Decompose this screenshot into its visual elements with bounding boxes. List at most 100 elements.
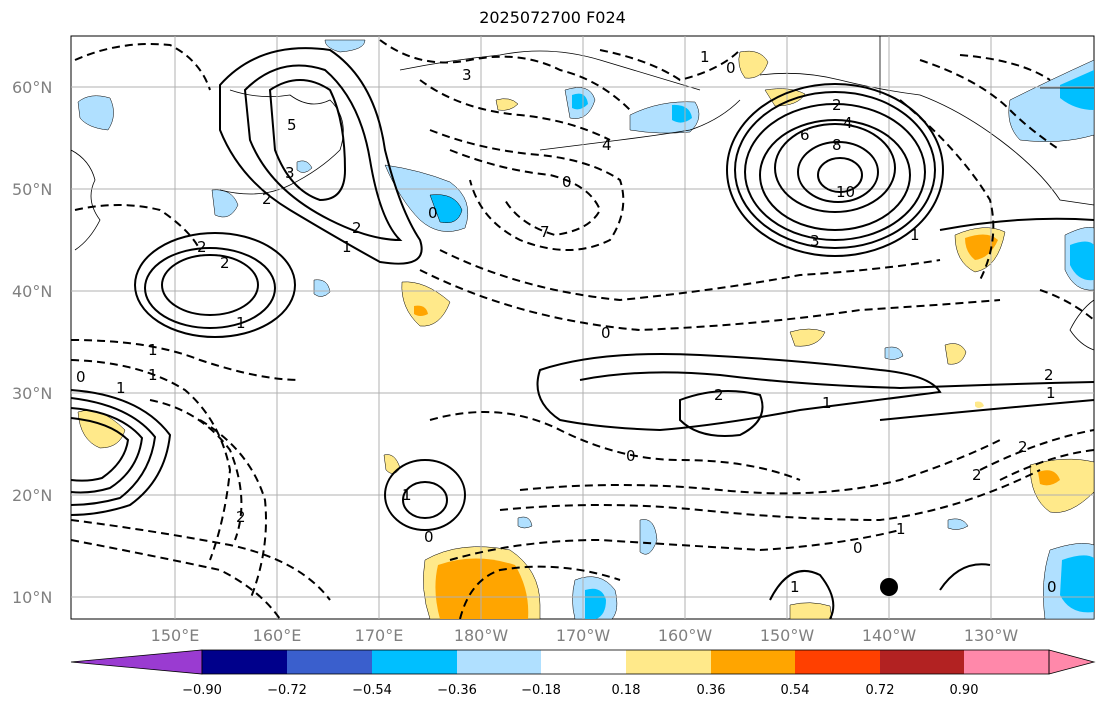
contour-dashed-6: [439, 249, 941, 302]
contour-label: 2: [197, 238, 207, 256]
lon-label: 130°W: [963, 626, 1019, 645]
colorbar-tick-label: −0.54: [352, 683, 392, 698]
contour-label: 0: [424, 528, 434, 546]
contour-label: 2: [972, 466, 982, 484]
lon-label: 160°E: [252, 626, 302, 645]
lat-label: 60°N: [12, 78, 53, 97]
contour-label: 10: [836, 183, 855, 201]
contour-e1: [939, 217, 1094, 231]
colorbar-bin: [287, 650, 372, 674]
solid-contours: [71, 47, 1094, 619]
contour-mid-4: [879, 399, 1094, 421]
contour-dashed-18: [459, 565, 621, 619]
colorbar-bin: [711, 650, 795, 674]
contour-north-2: [243, 64, 403, 242]
negative-shade: [517, 516, 533, 529]
colorbar-tick-label: 0.54: [780, 683, 810, 698]
contour-label: 1: [402, 486, 412, 504]
contour-west-2: [134, 232, 296, 338]
contour-dashed-19: [979, 429, 1094, 471]
lon-label: 140°W: [861, 626, 917, 645]
contour-west-1: [144, 247, 276, 329]
contour-high-3: [734, 91, 936, 249]
contour-high-5: [797, 141, 879, 203]
map-title: 2025072700 F024: [479, 8, 626, 27]
contour-label: 2: [262, 190, 272, 208]
contour-label: 1: [700, 48, 710, 66]
contour-se-2: [939, 563, 991, 591]
contour-dashed-3: [419, 79, 611, 141]
contour-label: 2: [714, 386, 724, 404]
negative-shade-strong: [1060, 70, 1094, 110]
contour-label: 1: [236, 314, 246, 332]
contour-label: 1: [116, 379, 126, 397]
colorbar-bin: [964, 650, 1049, 674]
negative-shade-strong: [585, 588, 606, 619]
contour-label: 8: [832, 136, 842, 154]
coastline: [399, 50, 701, 91]
negative-shade-strong: [672, 104, 692, 123]
contour-label: 2: [220, 254, 230, 272]
positive-shade: [975, 401, 984, 408]
contour-dashed-25: [74, 204, 201, 251]
colorbar-tick-label: −0.18: [521, 683, 561, 698]
colorbar: [70, 649, 1096, 675]
contour-label: 2: [352, 219, 362, 237]
contour-label: 4: [602, 136, 612, 154]
contour-label: 1: [148, 366, 158, 384]
negative-shade: [313, 279, 331, 297]
colorbar-extend-low: [70, 649, 203, 675]
contour-label: 6: [800, 126, 810, 144]
contour-label: 0: [1047, 578, 1057, 596]
lon-label: 150°W: [759, 626, 815, 645]
contour-dashed-12: [71, 519, 331, 601]
colorbar-bin: [202, 650, 287, 674]
lat-label: 20°N: [12, 486, 53, 505]
colorbar-outline: [201, 649, 1050, 675]
contour-label: 3: [462, 66, 472, 84]
contour-high-6: [817, 157, 863, 193]
contour-label: 0: [726, 59, 736, 77]
contour-label: 2: [832, 96, 842, 114]
contour-north-3: [268, 79, 347, 202]
contour-dashed-10: [149, 399, 243, 541]
positive-shade: [738, 50, 769, 79]
contour-dashed-26: [1039, 289, 1094, 321]
contour-label: 0: [626, 447, 636, 465]
negative-shade: [639, 519, 658, 555]
positive-shade-strong: [1038, 470, 1060, 486]
positive-shade: [495, 98, 519, 111]
contour-dashed-8: [71, 339, 301, 381]
positive-shade: [789, 328, 826, 347]
contour-label: 1: [342, 238, 352, 256]
colorbar-bin: [541, 650, 626, 674]
contour-dashed-17: [449, 529, 901, 561]
contour-dashed-20: [999, 449, 1094, 481]
contour-label: 1: [896, 520, 906, 538]
contour-dashed-23: [899, 99, 995, 281]
contour-label: 2: [236, 508, 246, 526]
contour-label: 0: [428, 204, 438, 222]
contour-dashed-22: [959, 54, 1051, 81]
contour-se-1: [769, 570, 835, 619]
contour-label: 2: [1018, 438, 1028, 456]
contour-high-1: [759, 119, 911, 231]
contour-low-1: [384, 459, 466, 531]
contour-dashed-14: [429, 411, 801, 481]
contour-mid-3: [679, 390, 764, 437]
contour-high-2: [744, 103, 926, 241]
contour-label: 5: [287, 116, 297, 134]
coastline: [71, 149, 101, 251]
positive-shade: [789, 602, 833, 619]
negative-shade: [296, 160, 313, 173]
contour-label: 0: [562, 173, 572, 191]
contour-high-7: [726, 83, 944, 257]
positive-shade-strong: [435, 558, 529, 619]
lon-label: 170°E: [354, 626, 404, 645]
positive-shade-strong: [965, 234, 998, 260]
contour-dashed-4: [429, 129, 625, 251]
contour-label: 1: [822, 394, 832, 412]
contour-mid-2: [579, 371, 1094, 390]
negative-shade-strong: [429, 194, 463, 223]
